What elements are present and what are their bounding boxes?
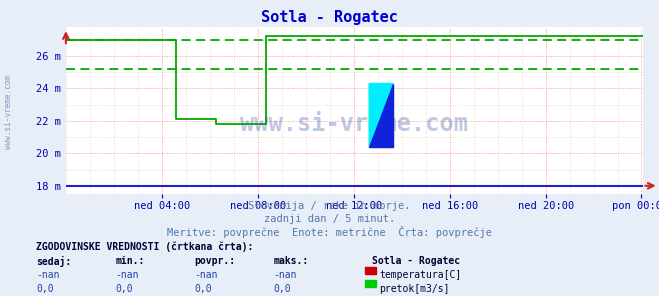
Text: zadnji dan / 5 minut.: zadnji dan / 5 minut. <box>264 214 395 224</box>
Text: -nan: -nan <box>36 270 60 280</box>
Text: -nan: -nan <box>273 270 297 280</box>
Text: pretok[m3/s]: pretok[m3/s] <box>379 284 449 294</box>
Text: Sotla - Rogatec: Sotla - Rogatec <box>261 10 398 25</box>
Text: maks.:: maks.: <box>273 256 308 266</box>
Bar <box>369 83 393 147</box>
Text: www.si-vreme.com: www.si-vreme.com <box>241 112 468 136</box>
Text: Slovenija / reke in morje.: Slovenija / reke in morje. <box>248 201 411 211</box>
Text: 0,0: 0,0 <box>273 284 291 294</box>
Text: ZGODOVINSKE VREDNOSTI (črtkana črta):: ZGODOVINSKE VREDNOSTI (črtkana črta): <box>36 241 254 252</box>
Text: Meritve: povprečne  Enote: metrične  Črta: povprečje: Meritve: povprečne Enote: metrične Črta:… <box>167 226 492 238</box>
Text: min.:: min.: <box>115 256 145 266</box>
Polygon shape <box>369 83 393 147</box>
Text: -nan: -nan <box>194 270 218 280</box>
Text: www.si-vreme.com: www.si-vreme.com <box>4 75 13 149</box>
Text: temperatura[C]: temperatura[C] <box>379 270 461 280</box>
Text: 0,0: 0,0 <box>194 284 212 294</box>
Text: 0,0: 0,0 <box>115 284 133 294</box>
Text: povpr.:: povpr.: <box>194 256 235 266</box>
Text: 0,0: 0,0 <box>36 284 54 294</box>
Text: -nan: -nan <box>115 270 139 280</box>
Text: sedaj:: sedaj: <box>36 256 71 267</box>
Polygon shape <box>369 83 393 147</box>
Text: Sotla - Rogatec: Sotla - Rogatec <box>372 256 461 266</box>
